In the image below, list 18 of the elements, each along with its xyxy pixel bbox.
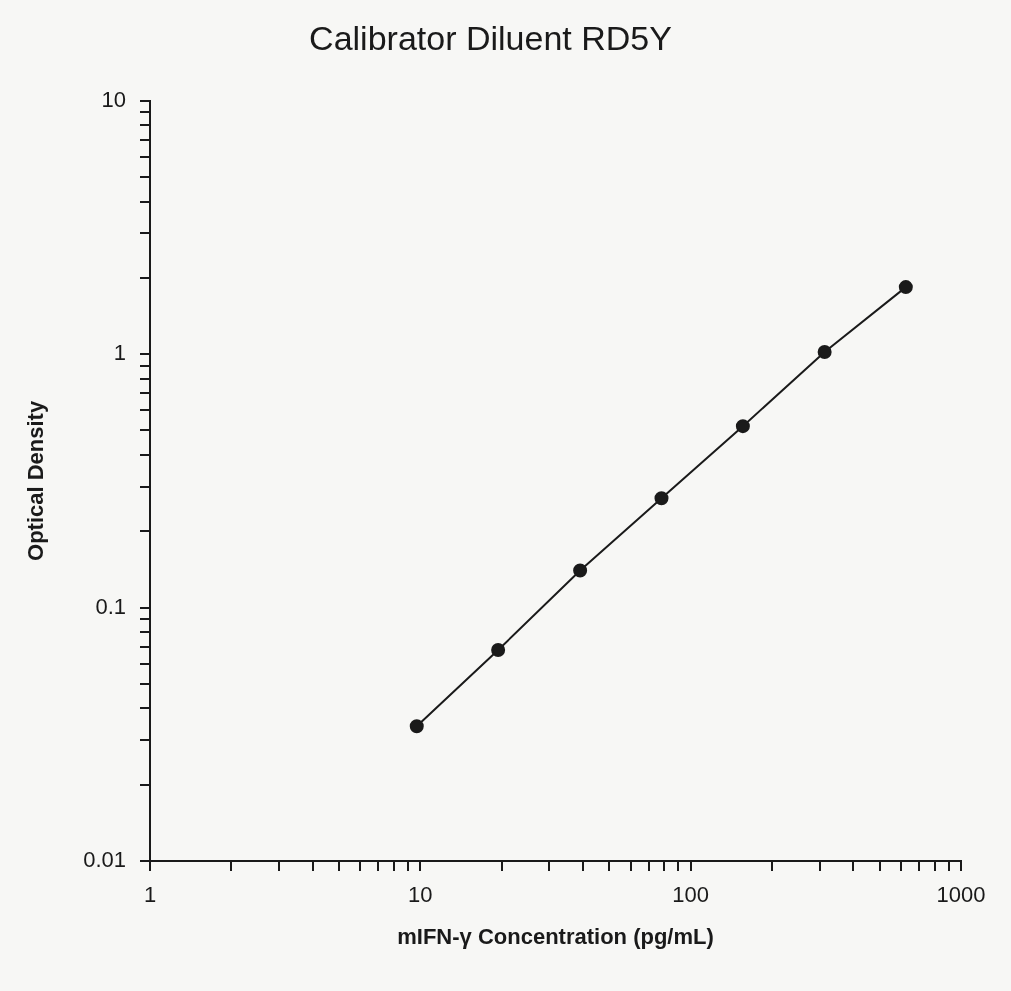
point [735,419,750,434]
x-tick-label: 1000 [936,882,986,908]
y-tick-label: 10 [101,86,126,112]
point [491,643,506,658]
y-axis-title: Optical Density [23,400,49,561]
x-axis-title: mIFN-γ Concentration (pg/mL) [397,923,714,949]
point [573,563,588,578]
point [409,719,424,734]
y-tick-label: 1 [113,340,126,366]
point [898,280,913,295]
x-tick-label: 100 [672,882,710,908]
x-tick-label: 1 [143,882,157,908]
point [817,345,832,360]
y-tick-label: 0.1 [95,593,126,619]
point [654,491,669,506]
y-tick-label: 0.01 [83,847,126,873]
x-tick-label: 10 [408,882,433,908]
chart-title: Calibrator Diluent RD5Y [309,18,672,57]
